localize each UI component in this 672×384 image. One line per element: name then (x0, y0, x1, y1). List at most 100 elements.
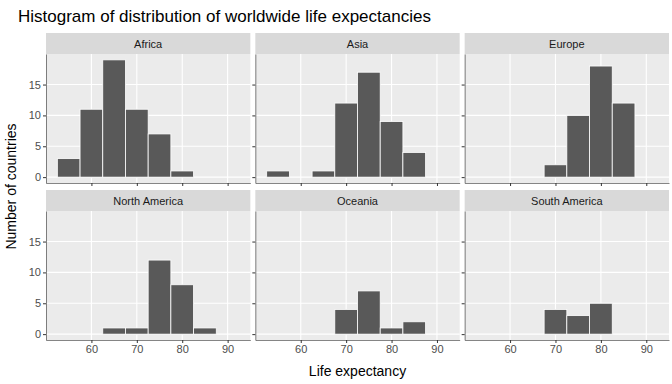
y-axis (462, 212, 466, 341)
panel: Africa051015 (29, 33, 251, 186)
bar (590, 66, 613, 177)
panel: South America 60 70 80 90 (462, 190, 670, 355)
tick-label: 70 (131, 343, 143, 355)
tick (91, 183, 92, 186)
strip-label: Asia (347, 38, 369, 50)
tick-mark (91, 183, 92, 186)
panel-background (46, 54, 250, 183)
tick-mark (462, 303, 465, 304)
tick-mark (252, 272, 255, 273)
tick (252, 334, 255, 335)
tick-mark (252, 334, 255, 335)
tick-label: 5 (35, 297, 41, 309)
bar (194, 177, 217, 178)
grid-line (510, 54, 511, 183)
bar (267, 334, 290, 335)
bar (80, 109, 103, 177)
panel: Oceania60708090 (252, 190, 460, 355)
bar (103, 328, 126, 334)
bar (171, 285, 194, 334)
tick: 60 (295, 340, 307, 355)
panel-background (46, 211, 250, 340)
tick-label: 90 (641, 343, 653, 355)
tick: 90 (641, 340, 653, 355)
grid-line (465, 272, 669, 273)
tick: 5 (35, 140, 46, 152)
axis-line (465, 55, 466, 184)
tick-mark (43, 242, 46, 243)
strip-label: South America (531, 195, 603, 207)
tick-label: 0 (35, 328, 41, 340)
bar (148, 260, 171, 334)
tick-mark (462, 115, 465, 116)
bar (57, 159, 80, 178)
tick-label: 90 (431, 343, 443, 355)
y-axis (252, 212, 256, 341)
grid-line (136, 211, 137, 340)
tick: 70 (550, 340, 562, 355)
bar (544, 309, 567, 334)
tick (437, 183, 438, 186)
tick: 15 (29, 236, 46, 248)
strip (465, 33, 669, 54)
strip-label: North America (113, 195, 184, 207)
tick (252, 242, 255, 243)
tick-mark (43, 303, 46, 304)
x-axis: 60 70 80 90 (465, 340, 669, 355)
strip (255, 33, 459, 54)
bar (335, 103, 358, 177)
tick-label: 80 (177, 343, 189, 355)
bar (499, 334, 522, 335)
bar (476, 177, 499, 178)
tick-label: 10 (29, 109, 41, 121)
bar (289, 334, 312, 335)
tick-mark (462, 242, 465, 243)
tick-label: 5 (35, 140, 41, 152)
grid-line (646, 211, 647, 340)
tick-mark (510, 183, 511, 186)
tick-label: 90 (222, 343, 234, 355)
bars (103, 260, 217, 334)
tick (462, 146, 465, 147)
grid-line (46, 84, 250, 85)
bars (335, 291, 426, 334)
tick (462, 177, 465, 178)
tick: 80 (595, 340, 607, 355)
tick-mark (43, 334, 46, 335)
tick: 70 (341, 340, 353, 355)
tick-mark (228, 183, 229, 186)
bar (590, 303, 613, 334)
bar (125, 328, 148, 334)
bars (544, 66, 635, 177)
grid-line (91, 211, 92, 340)
tick-mark (462, 85, 465, 86)
axis-line (256, 183, 460, 184)
axis-line (255, 212, 256, 341)
tick-label: 70 (550, 343, 562, 355)
tick-mark (462, 334, 465, 335)
tick-mark (462, 146, 465, 147)
tick (252, 85, 255, 86)
bars (57, 60, 193, 177)
tick (137, 183, 138, 186)
grid-line (300, 211, 301, 340)
tick (252, 115, 255, 116)
bar (380, 122, 403, 178)
tick-mark (462, 177, 465, 178)
grid-line (255, 241, 459, 242)
tick (252, 272, 255, 273)
tick (462, 334, 465, 335)
panel: Europe (462, 33, 670, 186)
tick-label: 0 (35, 171, 41, 183)
title: Histogram of distribution of worldwide l… (18, 7, 431, 26)
tick-label: 80 (595, 343, 607, 355)
bar (476, 334, 499, 335)
tick (462, 85, 465, 86)
tick-mark (346, 183, 347, 186)
strip (46, 33, 250, 54)
panel-background (255, 54, 459, 183)
tick-mark (437, 183, 438, 186)
grid-line (227, 54, 228, 183)
bar (358, 291, 381, 334)
tick: 60 (504, 340, 516, 355)
